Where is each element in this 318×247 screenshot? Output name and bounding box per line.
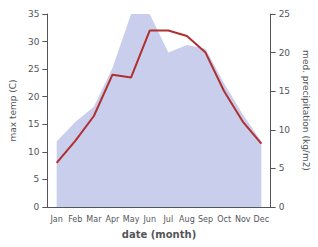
svg-text:date (month): date (month) bbox=[122, 229, 196, 240]
svg-text:Sep: Sep bbox=[198, 215, 213, 224]
svg-text:Mar: Mar bbox=[86, 215, 102, 224]
svg-text:0: 0 bbox=[279, 202, 285, 212]
svg-text:max temp (C): max temp (C) bbox=[8, 79, 18, 141]
svg-text:25: 25 bbox=[279, 9, 290, 19]
svg-text:Dec: Dec bbox=[254, 215, 269, 224]
svg-text:5: 5 bbox=[279, 163, 285, 173]
svg-text:5: 5 bbox=[34, 174, 40, 184]
svg-text:May: May bbox=[123, 215, 140, 224]
svg-text:25: 25 bbox=[28, 64, 39, 74]
svg-text:0: 0 bbox=[34, 202, 40, 212]
svg-text:Nov: Nov bbox=[235, 215, 251, 224]
svg-text:Jun: Jun bbox=[142, 215, 156, 224]
svg-text:Feb: Feb bbox=[68, 215, 82, 224]
svg-text:10: 10 bbox=[279, 125, 291, 135]
svg-text:30: 30 bbox=[28, 37, 40, 47]
svg-text:Apr: Apr bbox=[106, 215, 121, 224]
svg-text:10: 10 bbox=[28, 147, 40, 157]
svg-text:med. precipitation (kg/m2): med. precipitation (kg/m2) bbox=[301, 50, 311, 171]
svg-text:Jan: Jan bbox=[49, 215, 62, 224]
svg-text:20: 20 bbox=[279, 48, 291, 58]
svg-text:20: 20 bbox=[28, 92, 40, 102]
svg-text:15: 15 bbox=[28, 119, 39, 129]
svg-text:Oct: Oct bbox=[217, 215, 231, 224]
svg-text:35: 35 bbox=[28, 9, 39, 19]
svg-text:Aug: Aug bbox=[179, 215, 195, 224]
svg-text:15: 15 bbox=[279, 86, 290, 96]
svg-text:Jul: Jul bbox=[162, 215, 173, 224]
